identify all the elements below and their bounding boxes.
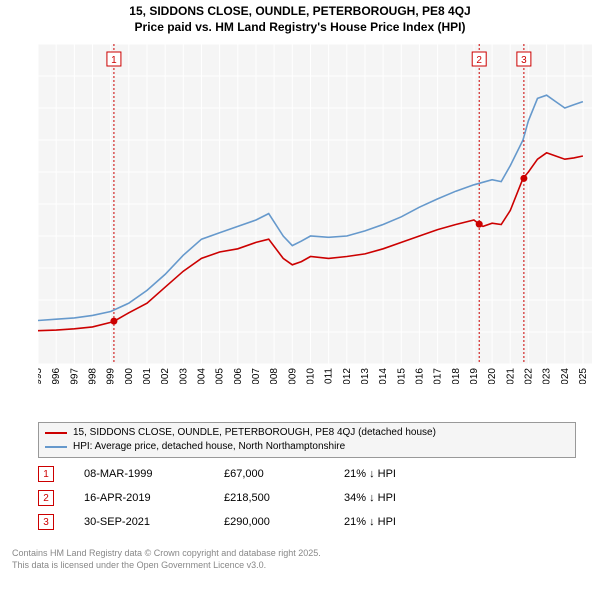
table-row: 2 16-APR-2019 £218,500 34% ↓ HPI: [38, 486, 576, 510]
sale-marker-1: 1: [38, 466, 54, 482]
sale-price: £290,000: [224, 516, 344, 528]
svg-text:1995: 1995: [38, 368, 44, 384]
svg-text:2000: 2000: [124, 368, 135, 384]
svg-text:2021: 2021: [505, 368, 516, 384]
footer: Contains HM Land Registry data © Crown c…: [12, 548, 321, 571]
footer-line-1: Contains HM Land Registry data © Crown c…: [12, 548, 321, 560]
legend: 15, SIDDONS CLOSE, OUNDLE, PETERBOROUGH,…: [38, 422, 576, 458]
legend-label-2: HPI: Average price, detached house, Nort…: [73, 440, 345, 454]
svg-text:2008: 2008: [269, 368, 280, 384]
svg-text:2018: 2018: [451, 368, 462, 384]
chart-title-2: Price paid vs. HM Land Registry's House …: [0, 20, 600, 36]
sales-table: 1 08-MAR-1999 £67,000 21% ↓ HPI 2 16-APR…: [38, 462, 576, 534]
sale-marker-2: 2: [38, 490, 54, 506]
sale-rel: 21% ↓ HPI: [344, 468, 576, 480]
svg-text:1999: 1999: [106, 368, 117, 384]
svg-text:1997: 1997: [69, 368, 80, 384]
svg-text:2023: 2023: [542, 368, 553, 384]
svg-text:2019: 2019: [469, 368, 480, 384]
legend-label-1: 15, SIDDONS CLOSE, OUNDLE, PETERBOROUGH,…: [73, 426, 436, 440]
svg-text:1998: 1998: [87, 368, 98, 384]
table-row: 1 08-MAR-1999 £67,000 21% ↓ HPI: [38, 462, 576, 486]
svg-text:2012: 2012: [342, 368, 353, 384]
svg-text:1: 1: [111, 55, 117, 66]
svg-text:2017: 2017: [433, 368, 444, 384]
legend-swatch-red: [45, 432, 67, 434]
sale-rel: 34% ↓ HPI: [344, 492, 576, 504]
svg-text:2013: 2013: [360, 368, 371, 384]
svg-text:2024: 2024: [560, 368, 571, 384]
svg-text:2009: 2009: [287, 368, 298, 384]
svg-text:2003: 2003: [178, 368, 189, 384]
svg-text:2007: 2007: [251, 368, 262, 384]
sale-date: 30-SEP-2021: [84, 516, 224, 528]
footer-line-2: This data is licensed under the Open Gov…: [12, 560, 321, 572]
svg-text:2004: 2004: [196, 368, 207, 384]
sale-marker-3: 3: [38, 514, 54, 530]
svg-text:3: 3: [521, 55, 527, 66]
chart-title-1: 15, SIDDONS CLOSE, OUNDLE, PETERBOROUGH,…: [0, 4, 600, 20]
svg-text:1996: 1996: [51, 368, 62, 384]
svg-text:2016: 2016: [414, 368, 425, 384]
svg-text:2002: 2002: [160, 368, 171, 384]
svg-text:2011: 2011: [324, 368, 335, 384]
svg-text:2014: 2014: [378, 368, 389, 384]
svg-text:2015: 2015: [396, 368, 407, 384]
sale-price: £218,500: [224, 492, 344, 504]
svg-text:2022: 2022: [523, 368, 534, 384]
sale-rel: 21% ↓ HPI: [344, 516, 576, 528]
sale-price: £67,000: [224, 468, 344, 480]
legend-swatch-blue: [45, 446, 67, 448]
svg-text:2020: 2020: [487, 368, 498, 384]
svg-text:2010: 2010: [305, 368, 316, 384]
table-row: 3 30-SEP-2021 £290,000 21% ↓ HPI: [38, 510, 576, 534]
sale-date: 08-MAR-1999: [84, 468, 224, 480]
sale-date: 16-APR-2019: [84, 492, 224, 504]
svg-text:2005: 2005: [215, 368, 226, 384]
svg-text:2: 2: [476, 55, 482, 66]
price-chart: £0£50K£100K£150K£200K£250K£300K£350K£400…: [38, 44, 592, 384]
svg-text:2001: 2001: [142, 368, 153, 384]
svg-text:2025: 2025: [578, 368, 589, 384]
svg-text:2006: 2006: [233, 368, 244, 384]
